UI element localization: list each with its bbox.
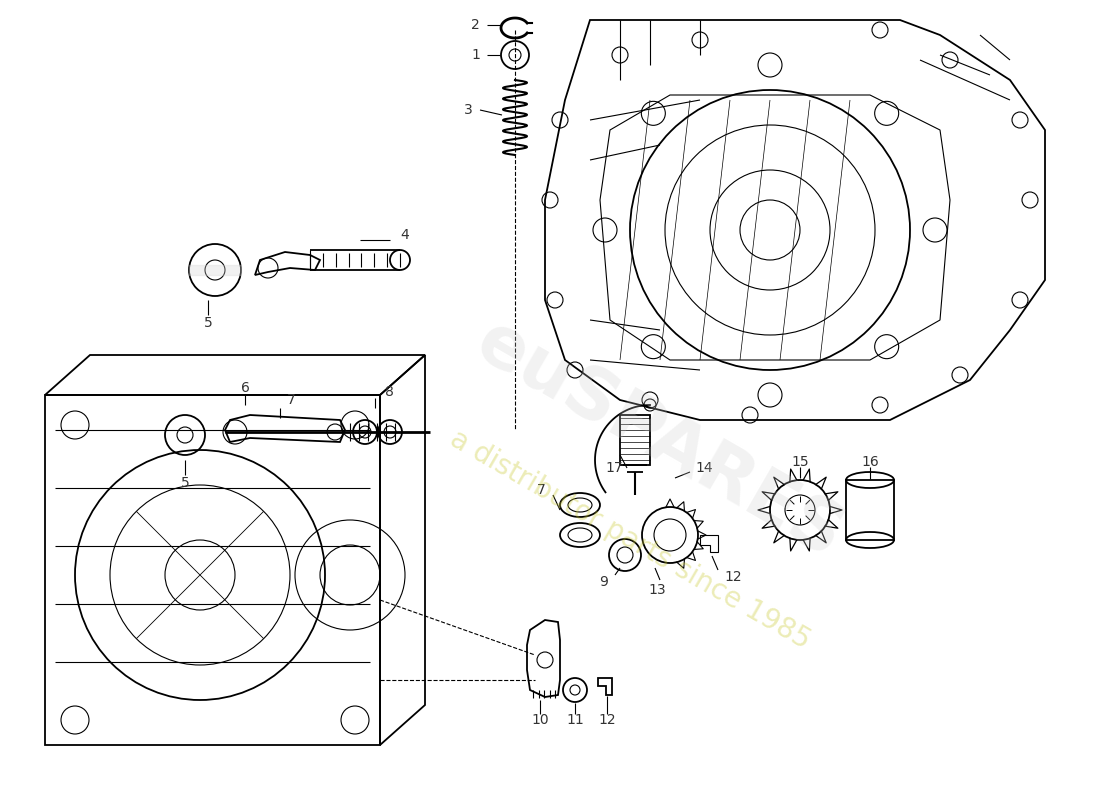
Text: 16: 16 (861, 455, 879, 469)
Text: 14: 14 (695, 461, 713, 475)
Text: 5: 5 (180, 476, 189, 490)
Text: euSPARES: euSPARES (464, 307, 856, 573)
Bar (620, 415, 650, 465)
Text: 4: 4 (400, 228, 409, 242)
Text: 12: 12 (724, 570, 741, 584)
Text: 15: 15 (791, 455, 808, 469)
Text: a distributor parts since 1985: a distributor parts since 1985 (444, 425, 815, 655)
Text: 13: 13 (648, 583, 666, 597)
Text: 1: 1 (471, 48, 480, 62)
Bar (846, 480, 894, 540)
Text: 17: 17 (605, 461, 623, 475)
Text: 2: 2 (471, 18, 480, 32)
Text: 10: 10 (531, 713, 549, 727)
Text: 6: 6 (241, 381, 250, 395)
Text: 12: 12 (598, 713, 616, 727)
Text: 7: 7 (287, 393, 296, 407)
Text: 9: 9 (600, 575, 608, 589)
Text: 8: 8 (385, 385, 394, 399)
Text: 3: 3 (464, 103, 473, 117)
Text: 11: 11 (566, 713, 584, 727)
Text: 5: 5 (204, 316, 212, 330)
Text: 7: 7 (537, 483, 546, 497)
